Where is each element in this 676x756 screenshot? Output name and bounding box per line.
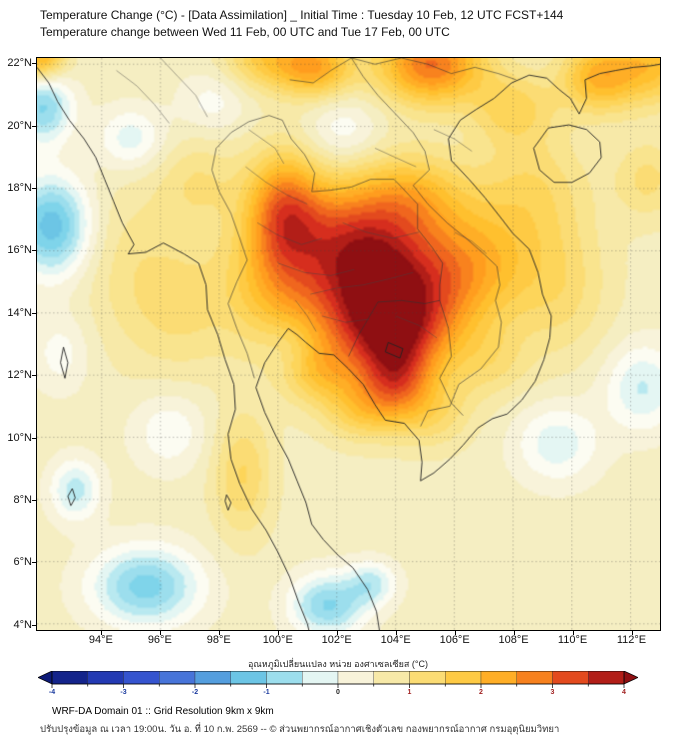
temperature-field-canvas <box>37 58 660 630</box>
y-axis-label: 20°N <box>7 119 32 132</box>
x-axis-label: 98°E <box>206 634 231 646</box>
x-axis-label: 106°E <box>439 634 470 646</box>
colorbar-segment <box>87 671 124 685</box>
colorbar-tick-label: 4 <box>622 689 626 696</box>
x-axis-label: 104°E <box>380 634 411 646</box>
x-axis-label: 96°E <box>147 634 172 646</box>
colorbar-tick-label: 2 <box>479 689 483 696</box>
figure-title: Temperature Change (°C) - [Data Assimila… <box>40 8 564 22</box>
footer-domain-info: WRF-DA Domain 01 :: Grid Resolution 9km … <box>52 706 274 717</box>
y-axis-tick <box>32 499 36 501</box>
x-axis-tick <box>631 631 633 635</box>
colorbar-segment <box>266 671 303 685</box>
x-axis-label: 102°E <box>321 634 352 646</box>
x-axis-tick <box>513 631 515 635</box>
colorbar-segment <box>337 671 374 685</box>
x-axis-tick <box>277 631 279 635</box>
colorbar-segment <box>159 671 196 685</box>
colorbar-segment <box>194 671 231 685</box>
colorbar-segment <box>51 671 88 685</box>
figure-subtitle: Temperature change between Wed 11 Feb, 0… <box>40 25 450 39</box>
x-axis-tick <box>336 631 338 635</box>
colorbar-segment <box>302 671 339 685</box>
x-axis-tick <box>454 631 456 635</box>
x-axis-tick <box>572 631 574 635</box>
y-axis-label: 12°N <box>7 369 32 382</box>
colorbar-left-arrow <box>38 671 53 685</box>
y-axis-tick <box>32 188 36 190</box>
x-axis-label: 94°E <box>88 634 113 646</box>
footer-update-info: ปรับปรุงข้อมูล ณ เวลา 19:00น. วัน อ. ที่… <box>40 724 560 735</box>
y-axis-label: 14°N <box>7 306 32 319</box>
y-axis-label: 4°N <box>13 618 32 631</box>
y-axis-tick <box>32 250 36 252</box>
colorbar-tick-label: 1 <box>407 689 412 696</box>
x-axis-tick <box>218 631 220 635</box>
y-axis-tick <box>32 437 36 439</box>
x-axis-label: 112°E <box>616 634 647 646</box>
colorbar-tick-label: -1 <box>263 689 270 696</box>
y-axis-label: 8°N <box>13 493 32 506</box>
colorbar-tick-label: -2 <box>191 689 199 696</box>
y-axis-label: 22°N <box>7 57 32 70</box>
x-axis-label: 100°E <box>262 634 293 646</box>
y-axis-tick <box>32 125 36 127</box>
y-axis-tick <box>32 63 36 65</box>
colorbar-segment <box>230 671 267 685</box>
colorbar-segment <box>445 671 482 685</box>
colorbar-segment <box>123 671 160 685</box>
colorbar-tick-label: -3 <box>120 689 127 696</box>
map-plot-area <box>36 57 661 631</box>
colorbar-segment <box>373 671 410 685</box>
x-axis-tick <box>395 631 397 635</box>
x-axis-label: 108°E <box>498 634 529 646</box>
colorbar-tick-label: -4 <box>48 689 56 696</box>
x-axis-tick <box>159 631 161 635</box>
colorbar-tick-label: 3 <box>550 689 555 696</box>
colorbar <box>38 671 638 688</box>
y-axis-label: 18°N <box>7 182 32 195</box>
y-axis-label: 6°N <box>13 556 32 569</box>
y-axis-tick <box>32 562 36 564</box>
y-axis-tick <box>32 375 36 377</box>
colorbar-segment <box>552 671 589 685</box>
colorbar-segment <box>516 671 553 685</box>
x-axis-tick <box>100 631 102 635</box>
y-axis-label: 10°N <box>7 431 32 444</box>
colorbar-tick-label: 0 <box>336 689 340 696</box>
colorbar-segment <box>409 671 446 685</box>
colorbar-label: อุณหภูมิเปลี่ยนแปลง หน่วย องศาเซลเซียส (… <box>248 659 428 669</box>
colorbar-segment <box>588 671 625 685</box>
colorbar-segment <box>480 671 517 685</box>
y-axis-tick <box>32 312 36 314</box>
y-axis-label: 16°N <box>7 244 32 257</box>
y-axis-tick <box>32 624 36 626</box>
colorbar-right-arrow <box>623 671 638 685</box>
x-axis-label: 110°E <box>557 634 588 646</box>
